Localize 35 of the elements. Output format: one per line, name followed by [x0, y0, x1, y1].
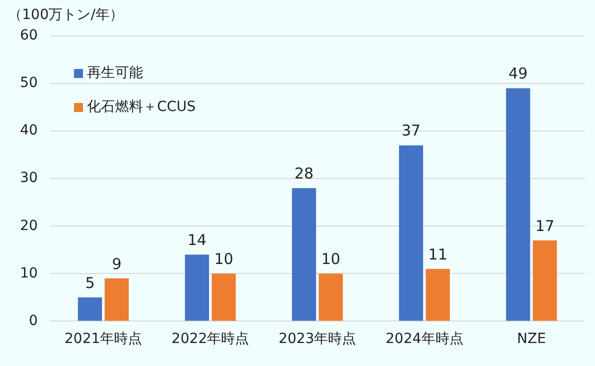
data-label: 10 [214, 250, 234, 268]
data-label: 10 [321, 250, 340, 268]
x-tick-label: NZE [517, 331, 546, 348]
y-tick-label: 30 [20, 170, 38, 186]
y-tick-label: 50 [20, 75, 38, 92]
x-tick-label: 2024年時点 [386, 331, 464, 348]
x-tick-label: 2022年時点 [172, 331, 250, 348]
legend-label: 化石燃料＋CCUS [87, 98, 196, 116]
bar [399, 145, 424, 321]
y-axis-title: （100万トン/年） [8, 6, 124, 24]
data-label: 11 [428, 245, 448, 264]
data-label: 9 [112, 254, 122, 273]
y-tick-label: 10 [20, 265, 38, 282]
bar [506, 88, 530, 321]
bar [184, 254, 210, 321]
bar [212, 274, 236, 321]
data-label: 28 [294, 164, 314, 182]
y-tick-label: 60 [20, 28, 38, 44]
y-tick-label: 0 [28, 312, 38, 329]
bar [78, 297, 102, 321]
y-tick-label: 20 [20, 218, 38, 234]
data-label: 37 [402, 122, 421, 140]
data-label: 17 [535, 216, 554, 235]
x-tick-label: 2021年時点 [64, 331, 142, 348]
data-label: 49 [508, 64, 528, 83]
y-tick-label: 40 [20, 122, 38, 139]
bar [426, 268, 450, 321]
bar [104, 278, 129, 321]
x-tick-label: 2023年時点 [278, 331, 356, 348]
data-label: 14 [187, 231, 207, 250]
data-label: 5 [85, 274, 95, 292]
bar [532, 240, 557, 321]
bar [318, 274, 343, 321]
legend-label: 再生可能 [87, 64, 143, 82]
bar [292, 188, 316, 321]
